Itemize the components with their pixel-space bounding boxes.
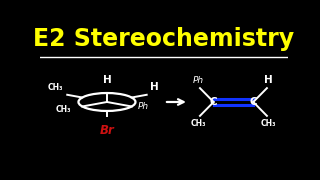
Text: C: C [250,97,257,107]
Text: E2 Stereochemistry: E2 Stereochemistry [33,27,295,51]
Text: C: C [210,97,217,107]
Text: Ph: Ph [193,76,204,85]
Text: CH₃: CH₃ [56,105,71,114]
Text: Br: Br [100,124,114,137]
Text: CH₃: CH₃ [48,83,63,92]
Text: CH₃: CH₃ [191,119,206,128]
Text: H: H [264,75,273,85]
Text: H: H [150,82,159,92]
Text: Ph: Ph [138,102,149,111]
Text: CH₃: CH₃ [260,119,276,128]
Text: H: H [103,75,111,85]
